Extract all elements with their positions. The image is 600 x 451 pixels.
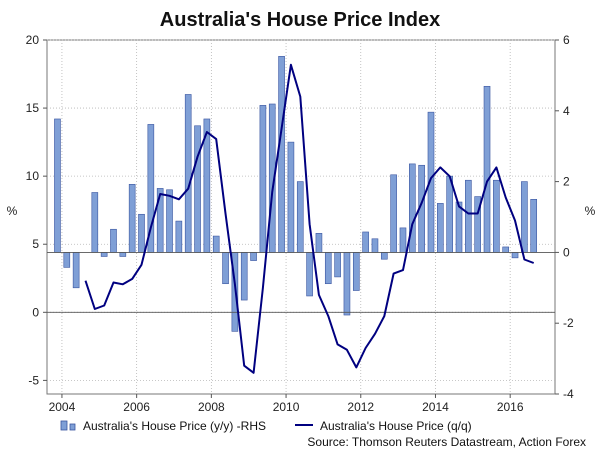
bar bbox=[119, 252, 127, 257]
right-tick-label: 0 bbox=[563, 245, 570, 259]
line-series bbox=[84, 63, 535, 374]
legend-bar-label: Australia's House Price (y/y) -RHS bbox=[83, 419, 266, 433]
x-tick-label: 2010 bbox=[273, 400, 300, 414]
bar bbox=[493, 179, 500, 253]
legend-bar-swatch-small bbox=[69, 423, 76, 431]
right-tick-label: 6 bbox=[563, 33, 570, 47]
bar bbox=[371, 238, 379, 253]
bar bbox=[287, 141, 295, 253]
bar bbox=[483, 85, 491, 253]
bar bbox=[390, 174, 397, 253]
bar bbox=[240, 252, 248, 301]
right-tick-label: -4 bbox=[563, 387, 574, 401]
left-tick-label: 5 bbox=[32, 237, 39, 251]
x-tick-label: 2014 bbox=[422, 400, 449, 414]
qq-line bbox=[84, 63, 535, 374]
right-tick-label: 4 bbox=[563, 104, 570, 118]
bar bbox=[306, 252, 313, 297]
bar bbox=[296, 181, 304, 253]
bar bbox=[278, 56, 285, 253]
bar bbox=[511, 252, 519, 259]
bar bbox=[166, 189, 173, 253]
bar bbox=[184, 94, 192, 253]
bar bbox=[194, 125, 201, 253]
left-axis-label: % bbox=[7, 204, 18, 218]
bar bbox=[54, 118, 61, 253]
x-tick-label: 2008 bbox=[198, 400, 225, 414]
left-tick-label: 15 bbox=[26, 101, 40, 115]
bar bbox=[315, 233, 323, 253]
baselines bbox=[47, 251, 555, 313]
bar bbox=[128, 184, 136, 253]
bar bbox=[91, 192, 99, 253]
bar bbox=[100, 252, 108, 257]
bar bbox=[259, 105, 267, 253]
left-tick-label: -5 bbox=[28, 373, 39, 387]
x-tick-label: 2016 bbox=[497, 400, 524, 414]
legend-bar-swatch bbox=[60, 420, 68, 431]
bar bbox=[455, 201, 463, 253]
left-tick-label: 0 bbox=[32, 305, 39, 319]
legend-line-label: Australia's House Price (q/q) bbox=[320, 419, 472, 433]
right-axis: -4 -2 0 2 4 6 bbox=[555, 33, 574, 401]
bar bbox=[352, 252, 360, 291]
bar bbox=[446, 175, 453, 253]
right-tick-label: 2 bbox=[563, 175, 570, 189]
bar bbox=[138, 213, 145, 253]
bar bbox=[502, 246, 509, 253]
right-tick-label: -2 bbox=[563, 316, 574, 330]
bar bbox=[362, 231, 369, 253]
x-axis: 2004 2006 2008 2010 2012 2014 2016 bbox=[49, 394, 524, 414]
bar bbox=[334, 252, 341, 278]
bar bbox=[343, 252, 351, 316]
bar bbox=[110, 228, 117, 253]
left-axis: -5 0 5 10 15 20 bbox=[26, 33, 47, 387]
bar bbox=[465, 179, 472, 253]
bar bbox=[437, 203, 444, 253]
bar bbox=[250, 252, 257, 261]
chart-title: Australia's House Price Index bbox=[160, 9, 440, 31]
bar bbox=[212, 235, 220, 253]
bar bbox=[399, 227, 407, 253]
bar bbox=[530, 199, 538, 253]
left-tick-label: 20 bbox=[26, 33, 40, 47]
legend: Australia's House Price (y/y) -RHS Austr… bbox=[60, 419, 472, 433]
x-tick-label: 2012 bbox=[347, 400, 374, 414]
x-tick-label: 2006 bbox=[123, 400, 150, 414]
bar bbox=[175, 220, 183, 253]
left-tick-label: 10 bbox=[26, 169, 40, 183]
right-axis-label: % bbox=[585, 204, 596, 218]
bar bbox=[324, 252, 332, 285]
source-note: Source: Thomson Reuters Datastream, Acti… bbox=[307, 435, 586, 449]
bar bbox=[521, 181, 528, 253]
bar bbox=[380, 252, 388, 260]
x-tick-label: 2004 bbox=[49, 400, 76, 414]
bar bbox=[63, 252, 71, 268]
bar bbox=[222, 252, 229, 285]
bar bbox=[72, 252, 80, 289]
